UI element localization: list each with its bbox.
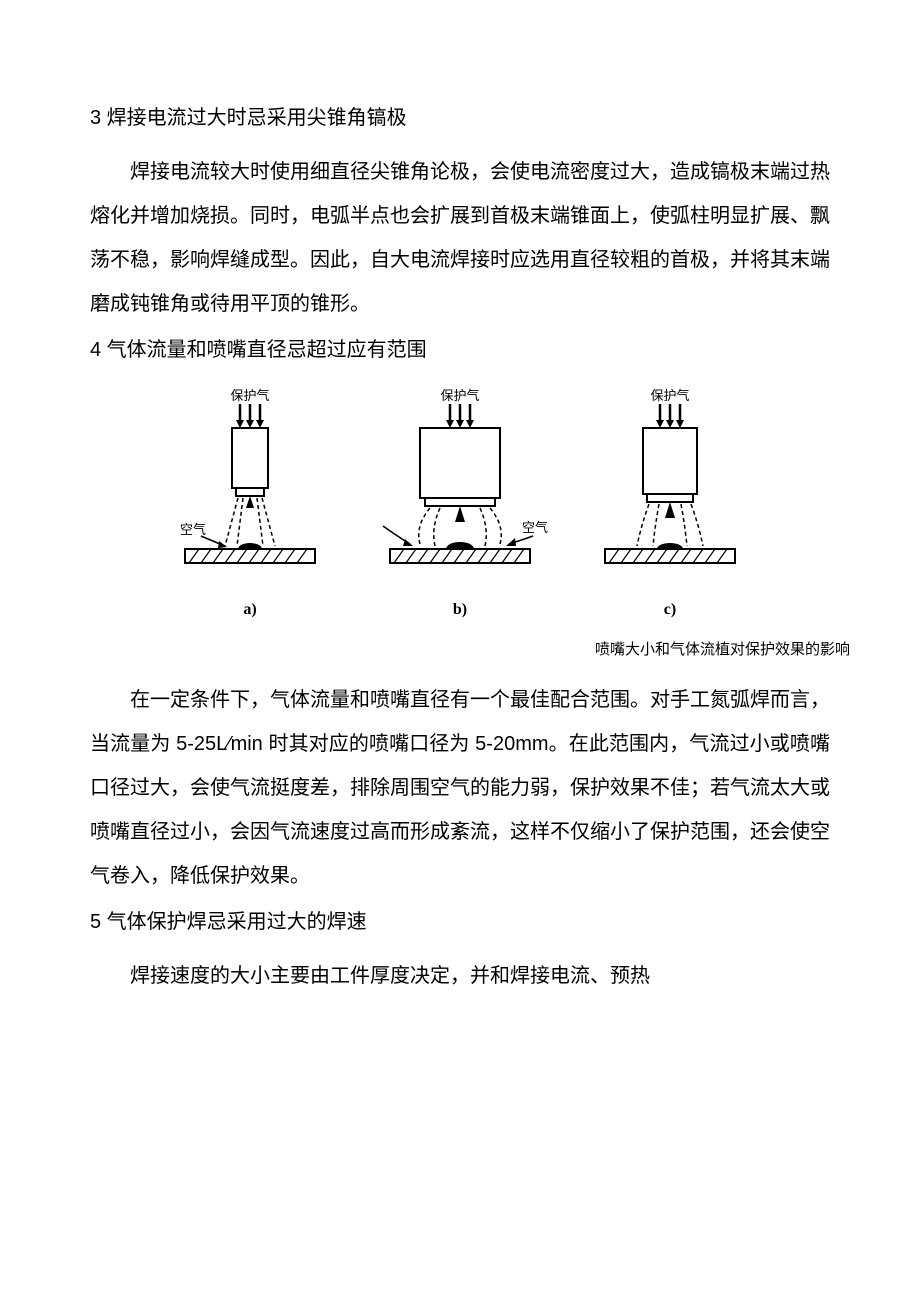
section-4-heading: 4 气体流量和喷嘴直径忌超过应有范围: [90, 332, 830, 368]
figure-b-label: b): [453, 592, 467, 627]
gas-label-a: 保护气: [230, 388, 269, 403]
section-5-paragraph: 焊接速度的大小主要由工件厚度决定，并和焊接电流、预热: [90, 954, 830, 998]
figure-b: 保护气: [370, 386, 550, 627]
section-5-heading: 5 气体保护焊忌采用过大的焊速: [90, 904, 830, 940]
document-page: 3 焊接电流过大时忌采用尖锥角镐极 焊接电流较大时使用细直径尖锥角论极，会使电流…: [0, 0, 920, 1302]
air-label-a: 空气: [180, 522, 206, 537]
figure-a: 保护气: [160, 386, 340, 627]
figure-c: 保护气: [580, 386, 760, 627]
figure-c-label: c): [664, 592, 676, 627]
section-3-heading: 3 焊接电流过大时忌采用尖锥角镐极: [90, 100, 830, 136]
torch-b-svg: 保护气: [365, 386, 555, 586]
air-label-b: 空气: [522, 520, 548, 535]
section-3-paragraph: 焊接电流较大时使用细直径尖锥角论极，会使电流密度过大，造成镐极末端过热熔化并增加…: [90, 150, 830, 326]
figure-a-label: a): [243, 592, 256, 627]
torch-c-svg: 保护气: [585, 386, 755, 586]
gas-label-c: 保护气: [650, 388, 689, 403]
torch-a-svg: 保护气: [165, 386, 335, 586]
section-4-paragraph: 在一定条件下，气体流量和喷嘴直径有一个最佳配合范围。对手工氮弧焊而言，当流量为 …: [90, 678, 830, 898]
figure-caption: 喷嘴大小和气体流植对保护效果的影响: [90, 633, 850, 666]
gas-label-b: 保护气: [440, 388, 479, 403]
figure-row: 保护气: [160, 386, 760, 627]
